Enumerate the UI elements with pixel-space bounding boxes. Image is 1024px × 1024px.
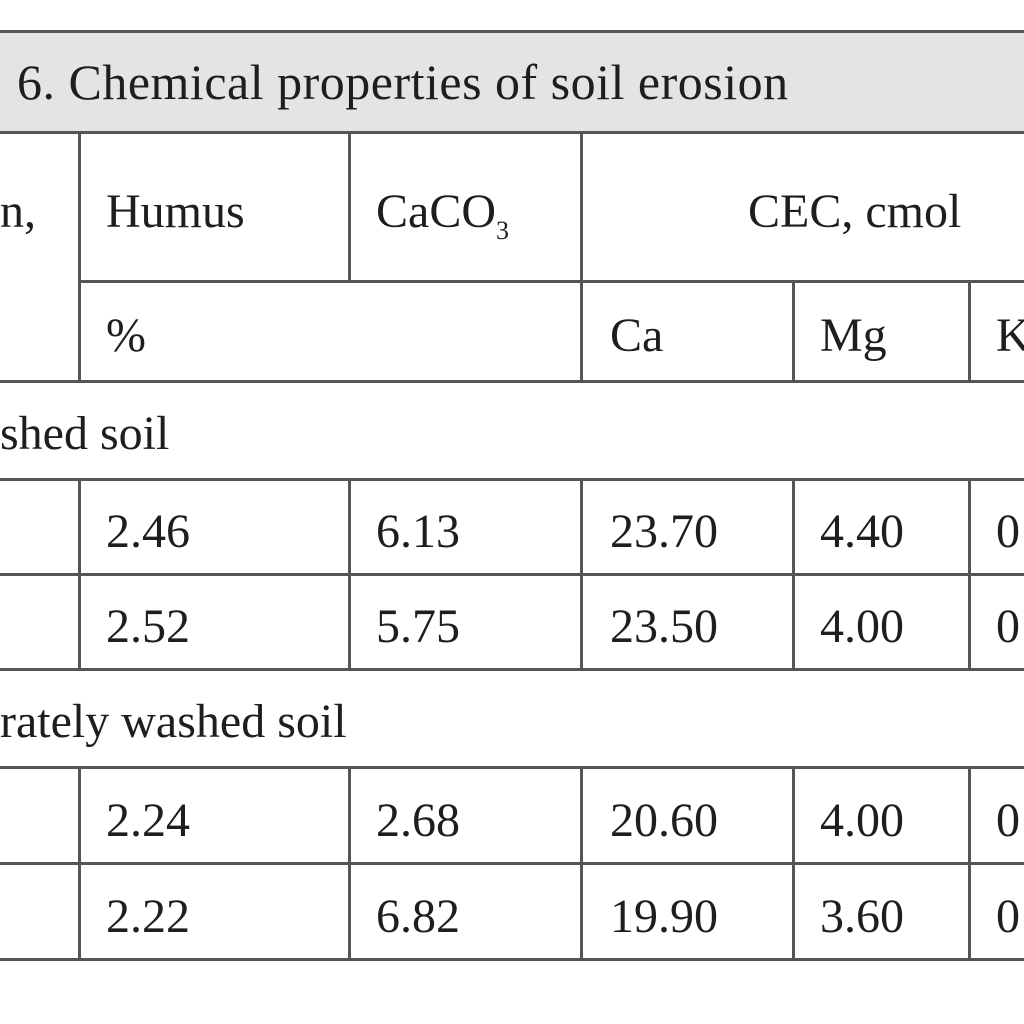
row2-caco3: 5.75: [376, 600, 460, 653]
row2-k: 0: [996, 600, 1020, 653]
row2-ca: 23.50: [610, 600, 718, 653]
vrule-header-col3: [580, 134, 583, 382]
vrule-header-col2: [348, 134, 351, 282]
row3-ca: 20.60: [610, 794, 718, 847]
rule-row2: [0, 668, 1024, 671]
rule-table-bottom: [0, 958, 1024, 961]
table-title-bar: 6. Chemical properties of soil erosion: [0, 30, 1024, 134]
rule-header-bottom: [0, 380, 1024, 383]
vrule-body1-col4: [792, 478, 795, 670]
header-ca: Ca: [610, 309, 664, 362]
header-col0-fragment: n,: [0, 185, 36, 238]
row1-mg: 4.40: [820, 505, 904, 558]
rule-section1: [0, 478, 1024, 481]
vrule-body1-col5: [968, 478, 971, 670]
vrule-body2-col5: [968, 766, 971, 960]
header-caco3-sub: 3: [496, 216, 509, 245]
header-k-fragment: K: [996, 309, 1024, 362]
header-cec: CEC, cmol: [748, 185, 962, 238]
row3-mg: 4.00: [820, 794, 904, 847]
header-caco3-main: CaCO: [376, 185, 496, 238]
rule-row1: [0, 573, 1024, 576]
vrule-body1-col1: [78, 478, 81, 670]
section-label-2: rately washed soil: [0, 695, 347, 748]
row1-k: 0: [996, 505, 1020, 558]
row2-mg: 4.00: [820, 600, 904, 653]
row3-humus: 2.24: [106, 794, 190, 847]
rule-header-mid: [80, 280, 1024, 283]
row1-caco3: 6.13: [376, 505, 460, 558]
vrule-body1-col2: [348, 478, 351, 670]
rule-section2: [0, 766, 1024, 769]
row3-k: 0: [996, 794, 1020, 847]
row2-humus: 2.52: [106, 600, 190, 653]
header-unit-percent: %: [106, 309, 146, 362]
row4-caco3: 6.82: [376, 890, 460, 943]
vrule-header-col1: [78, 134, 81, 382]
row4-mg: 3.60: [820, 890, 904, 943]
header-caco3: CaCO3: [376, 185, 509, 244]
row1-ca: 23.70: [610, 505, 718, 558]
header-humus: Humus: [106, 185, 245, 238]
vrule-body1-col3: [580, 478, 583, 670]
vrule-header-col5: [968, 280, 971, 382]
row1-humus: 2.46: [106, 505, 190, 558]
row4-k: 0: [996, 890, 1020, 943]
vrule-body2-col4: [792, 766, 795, 960]
section-label-1: shed soil: [0, 407, 170, 460]
vrule-body2-col2: [348, 766, 351, 960]
vrule-body2-col1: [78, 766, 81, 960]
row4-humus: 2.22: [106, 890, 190, 943]
header-mg: Mg: [820, 309, 887, 362]
row3-caco3: 2.68: [376, 794, 460, 847]
row4-ca: 19.90: [610, 890, 718, 943]
vrule-body2-col3: [580, 766, 583, 960]
table-title: 6. Chemical properties of soil erosion: [17, 54, 789, 110]
rule-row3: [0, 862, 1024, 865]
vrule-header-col4: [792, 280, 795, 382]
